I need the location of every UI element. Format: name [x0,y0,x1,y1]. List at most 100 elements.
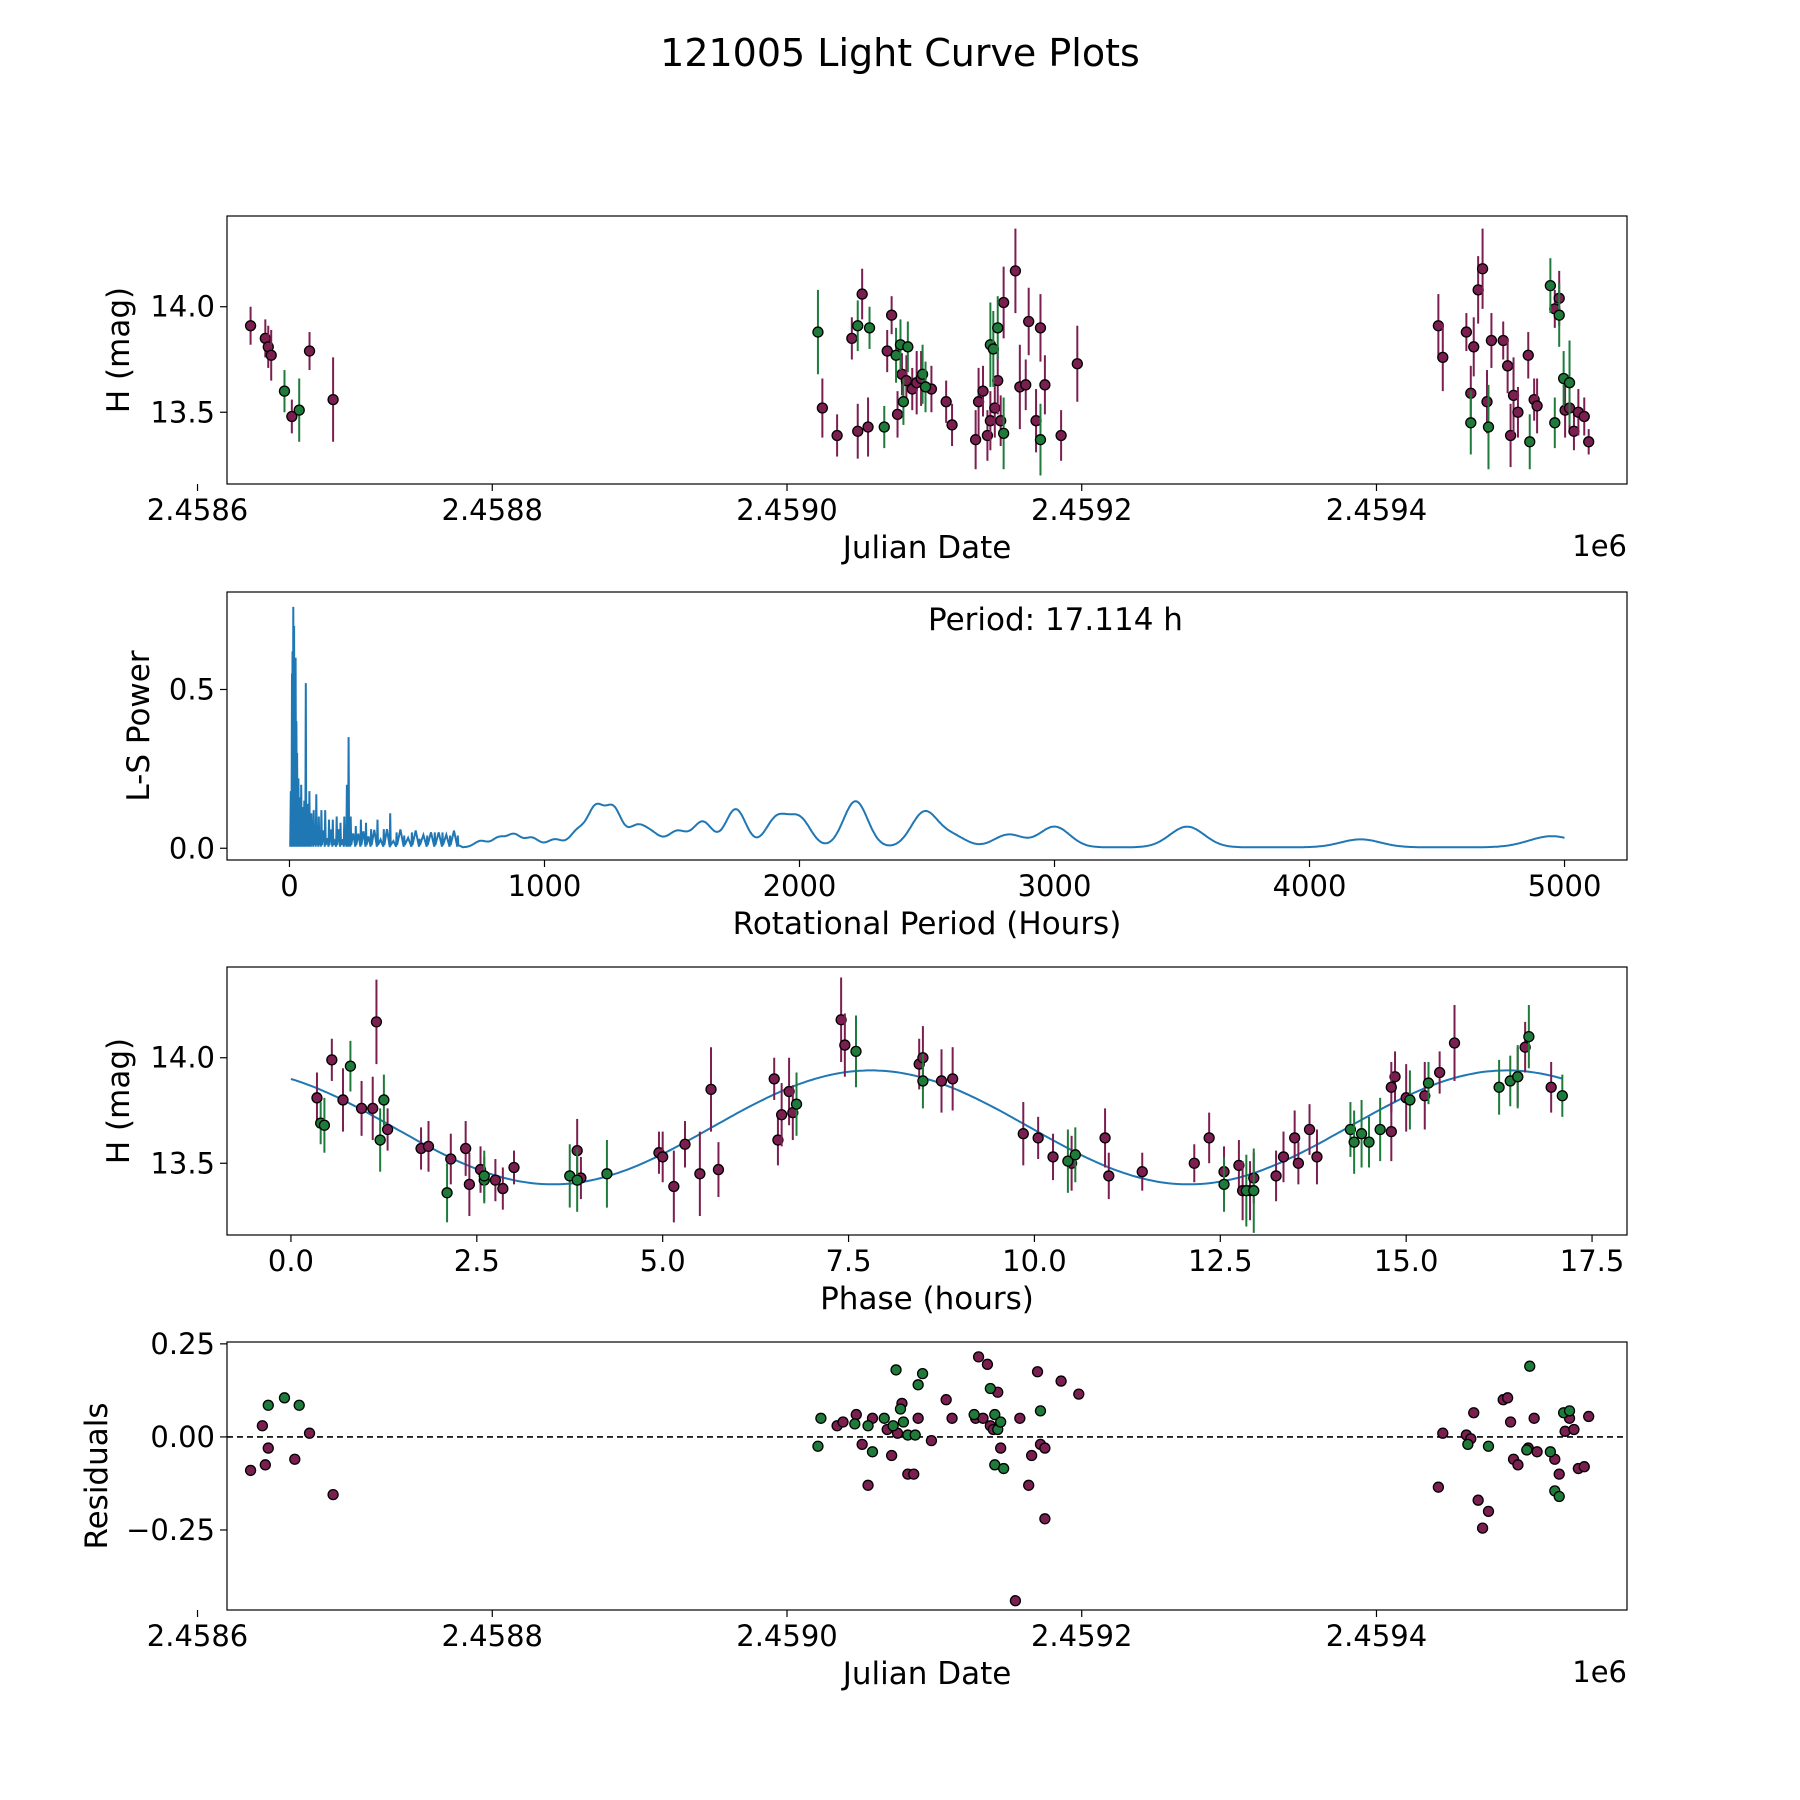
residuals-point-filter-1 [1039,1442,1051,1454]
residuals-point-filter-2 [989,1408,1001,1421]
residuals-point-filter-1 [1482,1505,1495,1518]
periodogram-y-tick-label: 0.5 [169,672,215,706]
phase-point-filter-1 [1017,1128,1029,1140]
phase-point-filter-2 [1493,1081,1505,1093]
phase-point-filter-2 [1556,1090,1568,1102]
light-curve-plot-frame [226,215,1628,485]
phase-point-filter-1 [705,1083,717,1096]
phase-point-filter-2 [1355,1128,1368,1140]
phase-point-filter-1 [1277,1151,1290,1163]
residuals-point-filter-1 [262,1442,274,1454]
residuals-point-filter-2 [916,1367,929,1380]
light-curve-point-filter-1 [940,396,952,408]
phase-point-filter-1 [1047,1151,1059,1163]
residuals-panel: Julian Date Residuals 1e6 2.4586 2.4588 2.… [79,1327,1628,1692]
phase-point-filter-1 [835,1014,847,1026]
light-curve-point-filter-2 [293,404,305,416]
residuals-point-filter-2 [912,1379,924,1391]
phase-point-filter-1 [1311,1151,1323,1163]
residuals-point-filter-2 [897,1416,910,1428]
phase-x-tick-label: 7.5 [825,1244,871,1278]
residuals-point-filter-2 [968,1408,980,1421]
residuals-x-tick-label: 2.4588 [442,1619,543,1653]
light-curve-point-filter-1 [1522,349,1534,361]
phase-point-filter-1 [311,1092,323,1104]
phase-point-filter-1 [783,1085,795,1098]
residuals-point-filter-2 [1462,1438,1474,1451]
residuals-point-filter-1 [981,1358,994,1370]
residuals-x-tick-label: 2.4590 [736,1619,837,1653]
light-curve-point-filter-1 [856,288,868,300]
residuals-point-filter-2 [878,1412,890,1424]
phase-point-filter-2 [1422,1077,1435,1089]
phase-point-filter-2 [478,1170,490,1182]
residuals-point-filter-1 [1472,1494,1484,1506]
light-curve-x-tick-label: 2.4586 [147,493,248,527]
residuals-point-filter-1 [1476,1522,1489,1534]
phase-point-filter-1 [839,1039,851,1051]
light-curve-point-filter-2 [812,326,824,338]
phase-point-filter-1 [497,1182,509,1195]
residuals-point-filter-2 [984,1382,997,1395]
residuals-point-filter-2 [866,1446,879,1458]
light-curve-ylabel: H (mag) [101,287,137,413]
light-curve-point-filter-1 [1020,379,1032,391]
phase-point-filter-2 [1248,1185,1260,1197]
phase-ylabel: H (mag) [101,1038,137,1164]
phase-point-filter-1 [1545,1081,1557,1093]
periodogram-x-tick-label: 2000 [763,869,837,903]
residuals-point-filter-1 [856,1438,868,1451]
periodogram-x-tick-label: 0 [280,869,298,903]
residuals-point-filter-2 [812,1440,824,1452]
residuals-ylabel: Residuals [79,1402,115,1549]
residuals-point-filter-1 [908,1468,920,1480]
phase-point-filter-2 [378,1094,390,1106]
phase-point-filter-2 [601,1168,613,1180]
phase-point-filter-2 [1344,1123,1357,1136]
light-curve-point-filter-1 [286,410,298,423]
residuals-point-filter-1 [259,1459,271,1471]
phase-point-filter-2 [1348,1136,1360,1148]
phase-point-filter-2 [850,1045,862,1058]
residuals-point-filter-1 [946,1412,958,1424]
residuals-point-filter-1 [1531,1446,1543,1458]
phase-point-filter-1 [772,1134,784,1146]
light-curve-point-filter-2 [997,427,1010,440]
residuals-point-filter-2 [293,1399,305,1411]
figure-title: 121005 Light Curve Plots [660,31,1140,75]
phase-point-filter-1 [768,1073,780,1085]
phase-point-filter-2 [1374,1123,1386,1136]
phase-point-filter-1 [1203,1132,1215,1144]
phase-point-filter-1 [694,1168,706,1180]
phase-point-filter-1 [1103,1170,1115,1182]
residuals-point-filter-2 [278,1392,291,1404]
residuals-point-filter-1 [1501,1392,1514,1404]
phase-x-tick-label: 15.0 [1374,1244,1439,1278]
phase-point-filter-1 [508,1161,520,1174]
periodogram-x-tick-label: 4000 [1273,869,1347,903]
residuals-x-tick-label: 2.4592 [1031,1619,1132,1653]
residuals-point-filter-1 [1553,1468,1565,1480]
residuals-point-filter-1 [1039,1513,1051,1525]
light-curve-point-filter-1 [1460,326,1473,338]
phase-y-tick-label: 13.5 [150,1146,215,1180]
light-curve-point-filter-1 [1023,315,1035,328]
phase-x-tick-label: 0.0 [268,1244,314,1278]
residuals-point-filter-1 [1504,1416,1517,1428]
residuals-point-filter-2 [1482,1440,1495,1452]
light-curve-x-tick-label: 2.4592 [1031,493,1132,527]
light-curve-point-filter-2 [919,381,932,393]
periodogram-ylabel: L-S Power [121,650,157,801]
residuals-point-filter-2 [894,1403,907,1415]
residuals-point-filter-1 [1432,1481,1445,1493]
phase-point-filter-1 [1433,1066,1446,1079]
phase-point-filter-1 [355,1102,368,1115]
residuals-point-filter-2 [262,1399,274,1411]
light-curve-point-filter-1 [1501,360,1514,372]
light-curve-xlabel: Julian Date [841,530,1012,566]
light-curve-x-tick-label: 2.4594 [1326,493,1427,527]
light-curve-point-filter-2 [1563,377,1576,389]
light-curve-point-filter-1 [946,419,958,431]
phase-point-filter-1 [489,1174,502,1186]
phase-point-filter-1 [1385,1081,1397,1093]
